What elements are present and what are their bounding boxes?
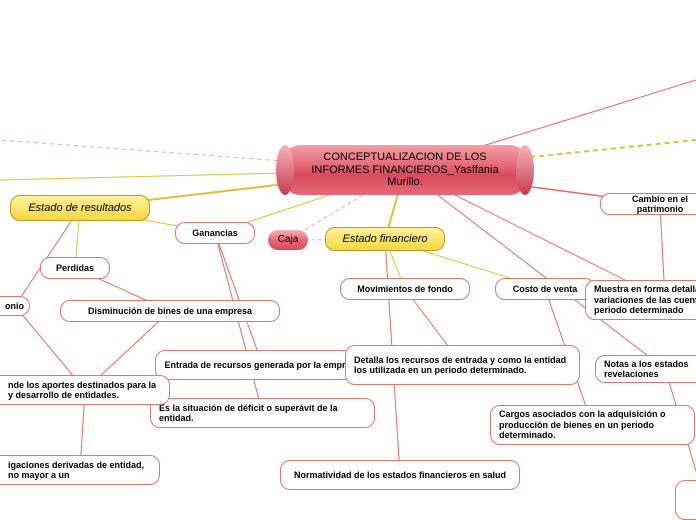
node-obligac: igaciones derivadas de entidad, no mayor… (0, 455, 160, 485)
node-situacion: Es la situación de déficit o superávit d… (150, 398, 375, 428)
node-cargos: Cargos asociados con la adquisición o pr… (490, 405, 695, 445)
edge (215, 233, 263, 365)
node-br_bubble (675, 480, 696, 520)
node-costo: Costo de venta (495, 278, 595, 300)
node-mov_fondo: Movimientos de fondo (340, 278, 470, 300)
node-dismin: Disminución de bines de una empresa (60, 300, 280, 322)
node-normativ: Normatividad de los estados financieros … (280, 460, 520, 490)
node-perdidas: Perdidas (40, 257, 110, 279)
node-estado_fin: Estado financiero (325, 227, 445, 251)
node-caja: Caja (268, 230, 308, 250)
node-estado_res: Estado de resultados (10, 195, 150, 221)
node-entrada: Entrada de recursos generada por la empr… (155, 350, 370, 380)
node-muestra: Muestra en forma detallada variaciones d… (585, 280, 696, 320)
node-detalla: Detalla los recursos de entrada y como l… (345, 345, 580, 385)
node-onio: onio (0, 296, 30, 316)
node-ganancias: Ganancias (175, 222, 255, 244)
mindmap-canvas: { "type": "mindmap", "background_color":… (0, 0, 696, 520)
edge (215, 233, 263, 413)
node-cambio: Cambio en el patrimonio (600, 193, 696, 215)
node-aportes: nde los aportes destinados para la y des… (0, 375, 170, 405)
node-main: CONCEPTUALIZACION DE LOS INFORMES FINANC… (280, 145, 530, 195)
node-notas: Notas a los estados revelaciones (595, 355, 696, 383)
